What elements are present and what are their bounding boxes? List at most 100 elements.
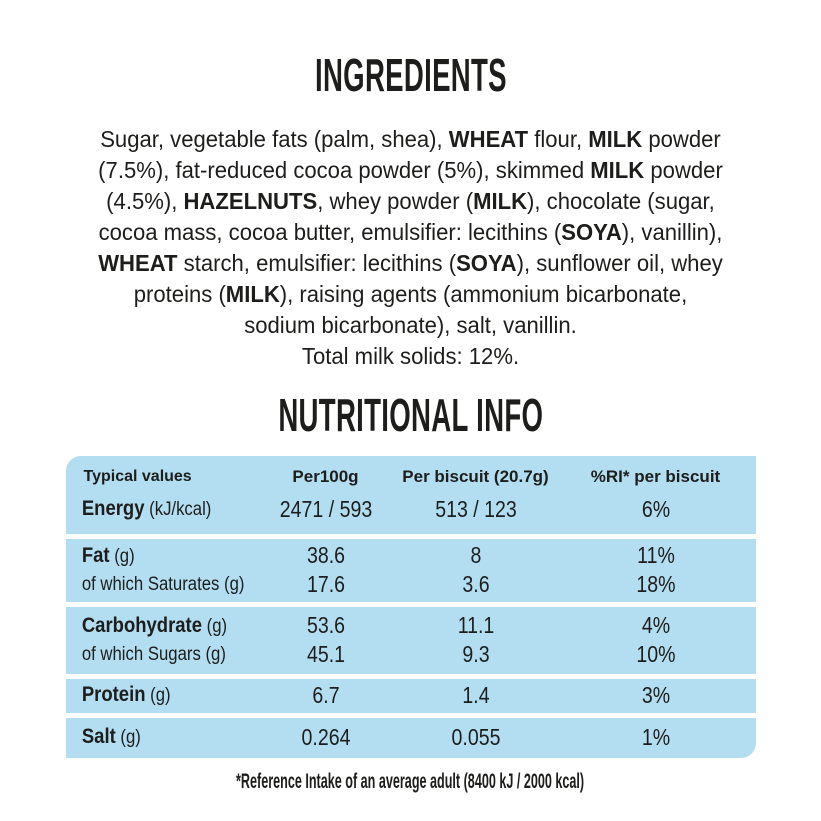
ingredients-line: (4.5%), HAZELNUTS, whey powder (MILK), c…: [16, 186, 804, 217]
nutrient-name: of which Saturates: [81, 574, 219, 595]
ingredients-line: Total milk solids: 12%.: [16, 341, 804, 372]
ingredient-text: ), raising agents (ammonium bicarbonate,: [279, 281, 688, 307]
ingredients-line: proteins (MILK), raising agents (ammoniu…: [16, 279, 804, 310]
ingredient-text: starch, emulsifier: lecithins (: [177, 250, 457, 276]
row-value: 9.3: [461, 641, 490, 667]
table-row: Fat (g) 38.6 8 11%: [66, 542, 756, 571]
allergen-text: MILK: [473, 188, 528, 214]
row-label: Protein (g): [66, 682, 233, 710]
ingredients-line: cocoa mass, cocoa butter, emulsifier: le…: [16, 217, 804, 248]
row-value: 3%: [641, 682, 670, 708]
row-label: of which Sugars (g): [66, 641, 233, 669]
row-value: 0.264: [301, 724, 350, 750]
row-value: 17.6: [306, 571, 345, 597]
column-header: %RI* per biscuit: [590, 467, 721, 486]
nutrient-unit: (g): [109, 546, 135, 567]
row-value: 11%: [636, 542, 675, 568]
row-label: of which Saturates (g): [66, 571, 244, 599]
nutrition-heading: NUTRITIONAL INFO: [0, 392, 821, 438]
ingredients-paragraph: Sugar, vegetable fats (palm, shea), WHEA…: [0, 124, 821, 372]
allergen-text: MILK: [588, 126, 643, 152]
row-label: Fat (g): [66, 542, 233, 571]
row-value: 38.6: [306, 542, 345, 568]
ingredient-text: sodium bicarbonate), salt, vanillin.: [244, 312, 577, 338]
allergen-text: WHEAT: [448, 126, 529, 152]
table-band: Typical values Per100g Per biscuit (20.7g)…: [65, 456, 756, 534]
table-band: Carbohydrate (g) 53.6 11.1 4% of which Sugar…: [65, 607, 756, 674]
nutrition-table: Typical values Per100g Per biscuit (20.7g)…: [65, 456, 756, 758]
ingredients-heading-text: INGREDIENTS: [314, 49, 507, 101]
ingredient-text: Sugar, vegetable fats (palm, shea),: [100, 126, 449, 152]
allergen-text: SOYA: [456, 250, 517, 276]
allergen-text: MILK: [590, 157, 645, 183]
nutrient-name: Energy: [81, 497, 144, 520]
ingredients-line: WHEAT starch, emulsifier: lecithins (SOY…: [16, 248, 804, 279]
nutrient-unit: (kJ/kcal): [143, 499, 211, 520]
table-band: Protein (g) 6.7 1.4 3%: [65, 679, 756, 713]
ingredients-line: sodium bicarbonate), salt, vanillin.: [16, 310, 804, 341]
table-row: Carbohydrate (g) 53.6 11.1 4%: [66, 612, 756, 641]
ingredient-text: (7.5%), fat-reduced cocoa powder (5%), s…: [98, 157, 591, 183]
column-header: Typical values: [83, 468, 192, 485]
row-value: 3.6: [461, 571, 490, 597]
nutrient-unit: (g): [200, 644, 226, 665]
row-label: Energy (kJ/kcal): [66, 490, 233, 530]
allergen-text: MILK: [225, 281, 280, 307]
nutrient-name: Fat: [81, 544, 110, 567]
row-value: 10%: [635, 641, 676, 667]
nutrient-name: Salt: [81, 725, 116, 748]
table-row: of which Sugars (g) 45.1 9.3 10%: [66, 641, 756, 669]
nutrient-name: of which Sugars: [81, 644, 201, 665]
row-value: 8: [470, 542, 481, 568]
ingredient-text: (4.5%),: [106, 188, 184, 214]
ingredient-text: flour,: [528, 126, 589, 152]
ingredient-text: ), chocolate (sugar,: [527, 188, 715, 214]
row-label: Carbohydrate (g): [66, 612, 233, 641]
nutrition-heading-text: NUTRITIONAL INFO: [278, 389, 543, 441]
table-band: Fat (g) 38.6 8 11% of which Saturates (g) 17.…: [65, 539, 756, 602]
row-value: 1%: [641, 724, 670, 750]
nutrient-unit: (g): [145, 685, 171, 706]
table-band: Salt (g) 0.264 0.055 1%: [65, 718, 756, 758]
row-value: 0.055: [451, 724, 500, 750]
row-value: 6.7: [311, 682, 340, 708]
table-row: of which Saturates (g) 17.6 3.6 18%: [66, 571, 756, 599]
ingredient-text: cocoa mass, cocoa butter, emulsifier: le…: [98, 219, 562, 245]
ingredient-text: ), vanillin),: [621, 219, 723, 245]
ingredient-text: ), sunflower oil, whey: [516, 250, 723, 276]
row-value: 2471 / 593: [279, 496, 372, 522]
row-value: 18%: [635, 571, 676, 597]
nutrient-unit: (g): [115, 727, 141, 748]
nutrient-unit: (g): [218, 574, 244, 595]
ingredient-text: Total milk solids: 12%.: [301, 343, 520, 369]
ingredient-text: powder: [642, 126, 721, 152]
row-value: 11.1: [457, 612, 494, 638]
row-value: 45.1: [306, 641, 345, 667]
nutrient-name: Protein: [81, 683, 146, 706]
nutrient-name: Carbohydrate: [81, 614, 202, 637]
table-row: Energy (kJ/kcal) 2471 / 593 513 / 123 6%: [66, 490, 756, 530]
nutrient-unit: (g): [201, 616, 227, 637]
allergen-text: SOYA: [561, 219, 622, 245]
ingredient-text: powder: [644, 157, 723, 183]
allergen-text: WHEAT: [98, 250, 178, 276]
allergen-text: HAZELNUTS: [183, 188, 318, 214]
row-label: Salt (g): [66, 724, 233, 752]
row-value: 513 / 123: [434, 496, 517, 522]
row-value: 53.6: [306, 612, 345, 638]
table-row: Salt (g) 0.264 0.055 1%: [66, 724, 756, 752]
ingredients-line: Sugar, vegetable fats (palm, shea), WHEA…: [16, 124, 804, 155]
row-value: 1.4: [461, 682, 490, 708]
row-value: 6%: [641, 496, 670, 522]
reference-intake-text: *Reference Intake of an average adult (8…: [236, 770, 585, 793]
ingredients-heading: INGREDIENTS: [0, 52, 821, 98]
ingredient-text: proteins (: [133, 281, 226, 307]
ingredient-text: , whey powder (: [317, 188, 474, 214]
table-header-row: Typical values Per100g Per biscuit (20.7g)…: [66, 464, 756, 490]
ingredients-line: (7.5%), fat-reduced cocoa powder (5%), s…: [16, 155, 804, 186]
reference-intake-note: *Reference Intake of an average adult (8…: [0, 771, 821, 792]
column-header: Per biscuit (20.7g): [402, 467, 549, 486]
column-header: Per100g: [292, 467, 359, 486]
row-value: 4%: [641, 612, 670, 638]
